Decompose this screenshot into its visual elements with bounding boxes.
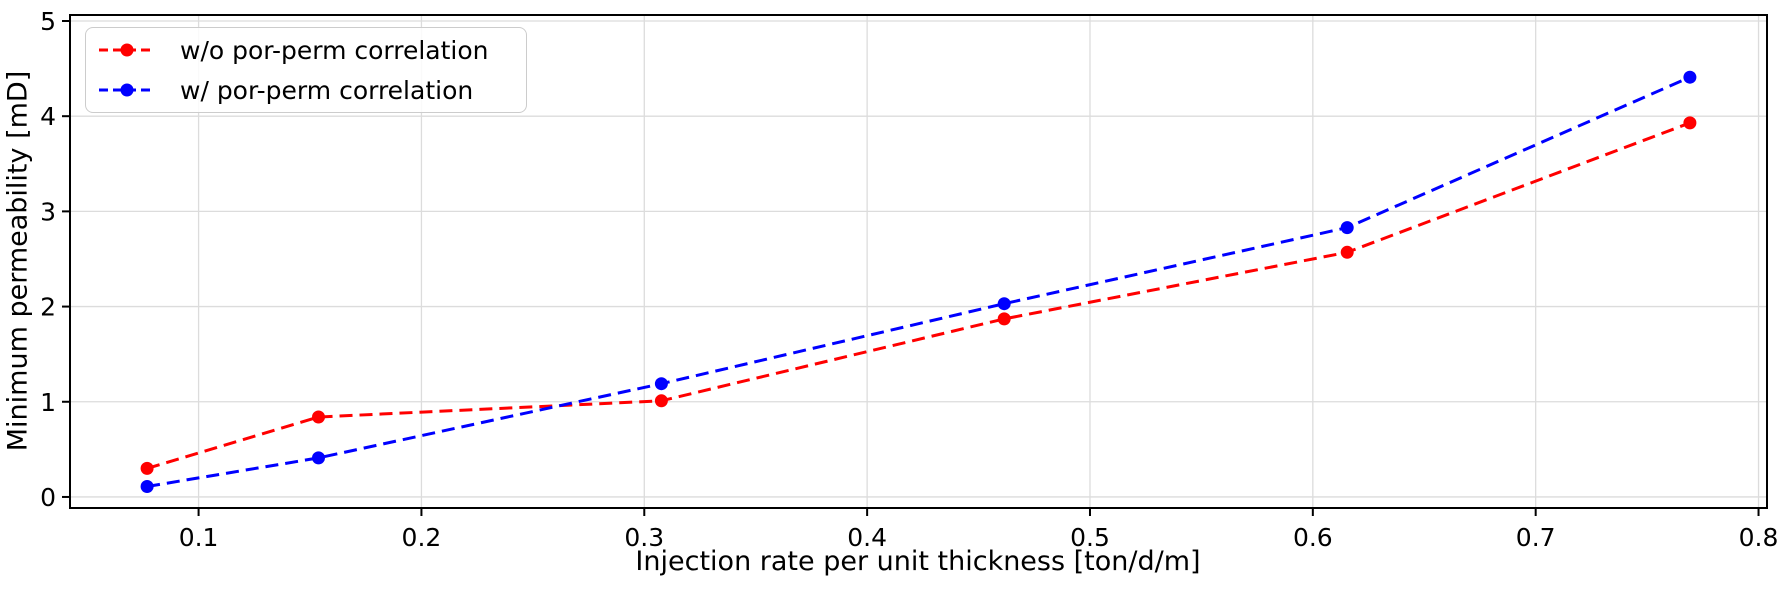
series-0-marker [997,312,1011,326]
blue-dashed-line-marker-icon [99,83,155,97]
series-0-marker [654,394,668,408]
series-1 [140,70,1697,493]
legend: w/o por-perm correlation w/ por-perm cor… [85,27,527,113]
series-0-marker [140,461,154,475]
series-1-marker [312,451,325,465]
gridlines [70,15,1767,508]
y-tick-label: 1 [40,388,56,417]
series-1-marker [1683,70,1697,84]
axes-spines [69,14,1768,509]
series-0-marker [312,410,325,424]
x-tick-label: 0.1 [179,523,219,552]
x-tick-label: 0.7 [1516,523,1556,552]
series-0-marker [1340,245,1354,259]
legend-label-without-correlation: w/o por-perm correlation [180,35,489,65]
y-tick-label: 3 [40,197,56,226]
x-tick-label: 0.3 [624,523,664,552]
x-axis-label: Injection rate per unit thickness [ton/d… [635,546,1201,577]
x-tick-label: 0.8 [1739,523,1779,552]
legend-item-with-correlation: w/ por-perm correlation [98,70,526,110]
y-tick-label: 0 [40,483,56,512]
y-tick-label: 2 [40,293,56,322]
series-1-marker [1340,221,1354,235]
series-1-marker [140,480,154,493]
y-axis-label: Minimum permeability [mD] [2,70,34,452]
series-0-marker [1683,116,1697,130]
x-tick-label: 0.2 [402,523,442,552]
series-1-line [146,75,1691,488]
series-1-marker [997,297,1011,311]
legend-label-with-correlation: w/ por-perm correlation [180,75,474,105]
y-tick-label: 4 [40,102,56,131]
y-axis-ticks: 0 1 2 3 4 5 [40,7,70,512]
legend-item-without-correlation: w/o por-perm correlation [98,30,526,70]
series-0-line [146,121,1691,470]
red-dashed-line-marker-icon [99,43,155,57]
series-1-marker [654,377,668,391]
y-tick-label: 5 [40,7,56,36]
x-tick-label: 0.6 [1293,523,1333,552]
x-tick-label: 0.4 [847,523,887,552]
series-0 [140,116,1697,475]
x-axis-ticks: 0.1 0.2 0.3 0.4 0.5 0.6 0.7 0.8 [179,508,1779,552]
x-tick-label: 0.5 [1070,523,1110,552]
